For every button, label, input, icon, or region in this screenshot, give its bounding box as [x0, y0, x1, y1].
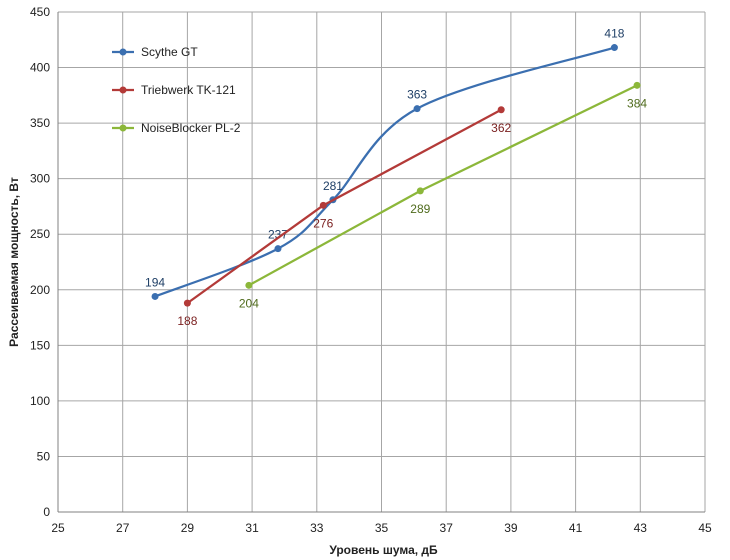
data-point: [633, 81, 641, 89]
y-tick-label: 350: [30, 116, 50, 130]
data-label: 363: [407, 88, 427, 102]
legend-item-2: NoiseBlocker PL-2: [112, 121, 241, 135]
legend-label: Triebwerk TK-121: [141, 83, 236, 97]
data-label: 418: [604, 27, 624, 41]
series-line: [186, 108, 502, 305]
legend-marker: [119, 86, 127, 94]
data-label: 237: [268, 228, 288, 242]
x-tick-label: 45: [698, 521, 712, 535]
legend-marker: [119, 48, 127, 56]
series: 194 237 281 363 418 188 276 362 204 289 384: [145, 27, 647, 329]
y-axis-title: Рассеиваемая мощность, Вт: [7, 177, 21, 347]
legend-item-0: Scythe GT: [112, 45, 198, 59]
legend: Scythe GT Triebwerk TK-121 NoiseBlocker PL…: [112, 45, 241, 135]
y-tick-label: 450: [30, 5, 50, 19]
legend-label: NoiseBlocker PL-2: [141, 121, 241, 135]
y-tick-label: 300: [30, 172, 50, 186]
data-label: 281: [323, 179, 343, 193]
data-label: 384: [627, 96, 647, 110]
y-tick-label: 150: [30, 338, 50, 352]
data-point: [319, 201, 327, 209]
x-axis-title: Уровень шума, дБ: [329, 543, 438, 557]
series-line: [248, 84, 638, 287]
legend-label: Scythe GT: [141, 45, 198, 59]
y-tick-label: 0: [43, 505, 50, 519]
data-point: [245, 281, 253, 289]
x-tick-label: 37: [440, 521, 454, 535]
x-tick-label: 43: [634, 521, 648, 535]
series-2: 204 289 384: [239, 81, 647, 310]
data-point: [413, 105, 421, 113]
data-label: 204: [239, 296, 259, 310]
x-tick-label: 39: [504, 521, 518, 535]
y-tick-label: 250: [30, 227, 50, 241]
data-label: 362: [491, 121, 511, 135]
y-tick-label: 50: [37, 449, 51, 463]
legend-marker: [119, 124, 127, 132]
legend-item-1: Triebwerk TK-121: [112, 83, 236, 97]
data-label: 188: [177, 314, 197, 328]
data-point: [151, 292, 159, 300]
data-label: 194: [145, 275, 165, 289]
data-point: [610, 44, 618, 52]
x-tick-label: 35: [375, 521, 389, 535]
x-tick-label: 31: [245, 521, 259, 535]
data-point: [274, 245, 282, 253]
data-label: 276: [313, 216, 333, 230]
data-point: [416, 187, 424, 195]
y-tick-label: 100: [30, 394, 50, 408]
data-point: [183, 299, 191, 307]
x-tick-label: 27: [116, 521, 130, 535]
data-label: 289: [410, 202, 430, 216]
series-1: 188 276 362: [177, 106, 512, 328]
y-tick-label: 200: [30, 283, 50, 297]
axes: 0 50 100 150 200 250 300 350 400 450 25 27 29 31 33 35 3…: [30, 5, 712, 535]
data-point: [497, 106, 505, 114]
x-tick-label: 29: [181, 521, 195, 535]
x-tick-label: 25: [51, 521, 65, 535]
x-tick-label: 33: [310, 521, 324, 535]
x-tick-label: 41: [569, 521, 583, 535]
y-tick-label: 400: [30, 61, 50, 75]
